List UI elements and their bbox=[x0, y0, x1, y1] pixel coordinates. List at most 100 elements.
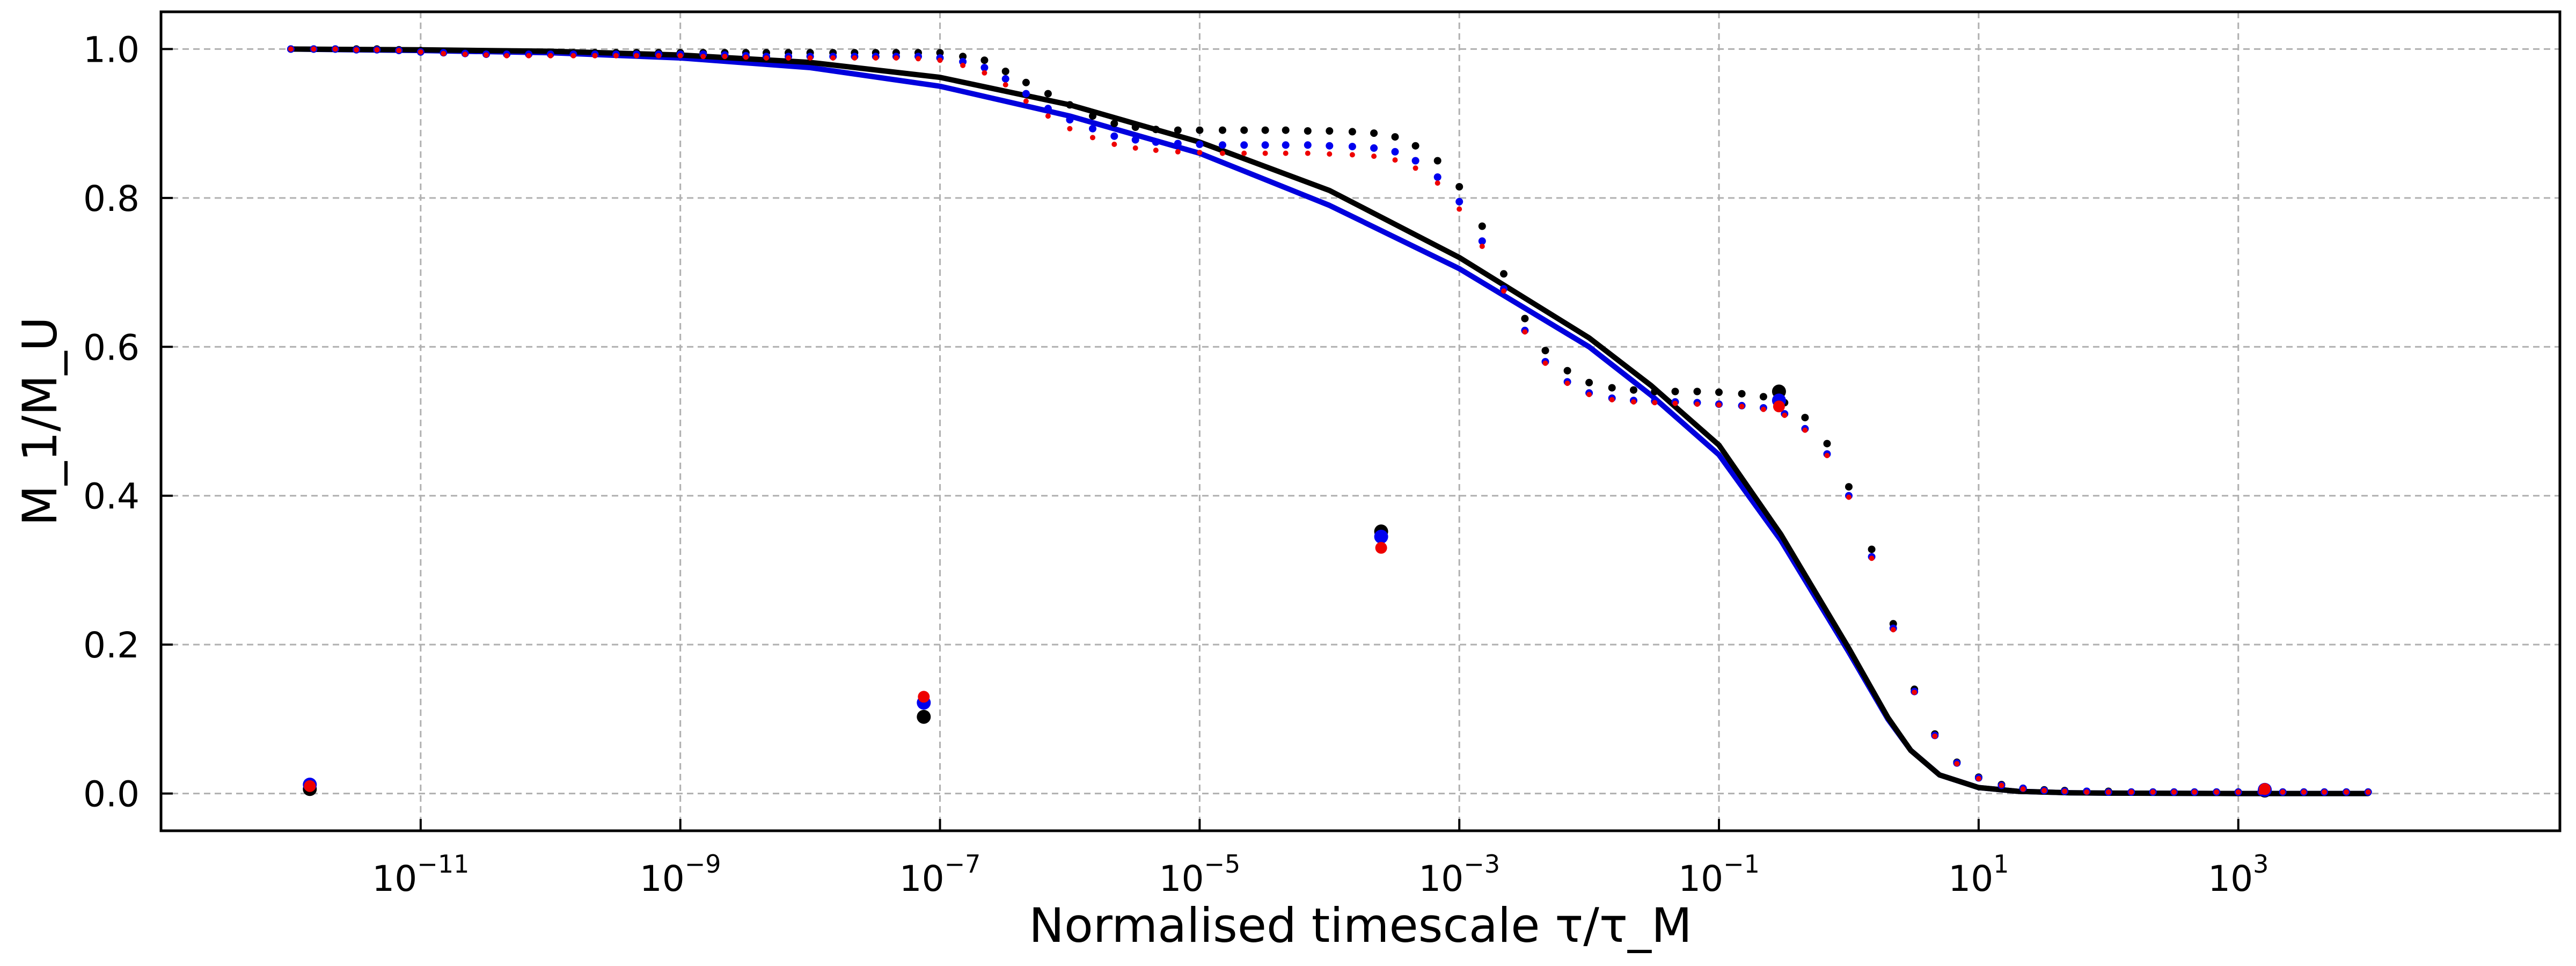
data-point bbox=[1999, 782, 2004, 788]
data-point bbox=[1261, 126, 1269, 134]
data-point bbox=[1541, 347, 1549, 355]
data-point bbox=[1890, 627, 1896, 633]
data-point bbox=[1196, 140, 1204, 148]
x-tick-exponent: −7 bbox=[945, 850, 981, 879]
data-point bbox=[1651, 387, 1659, 396]
data-point bbox=[2105, 789, 2111, 795]
x-tick-mantissa: 10 bbox=[899, 858, 945, 899]
data-point bbox=[2084, 789, 2090, 795]
x-tick-label: 10−1 bbox=[1678, 850, 1760, 899]
data-point bbox=[1433, 173, 1441, 181]
data-point bbox=[656, 53, 662, 58]
data-point bbox=[918, 691, 930, 703]
data-point bbox=[1672, 400, 1678, 406]
data-point bbox=[1392, 157, 1398, 163]
x-tick-mantissa: 10 bbox=[372, 858, 417, 899]
x-tick-mantissa: 10 bbox=[1948, 858, 1993, 899]
data-point bbox=[1716, 402, 1722, 408]
data-point bbox=[441, 50, 447, 56]
data-point bbox=[1022, 78, 1030, 86]
data-point bbox=[1435, 180, 1440, 186]
y-axis-label: M_1/M_U bbox=[12, 317, 68, 526]
x-tick-label: 10−3 bbox=[1418, 850, 1500, 899]
data-point bbox=[1609, 397, 1615, 402]
y-tick-label: 0.0 bbox=[83, 774, 140, 815]
data-point bbox=[1391, 148, 1399, 156]
x-tick-mantissa: 10 bbox=[1418, 858, 1463, 899]
x-tick-exponent: −3 bbox=[1463, 850, 1500, 879]
data-point bbox=[504, 53, 510, 58]
data-point bbox=[807, 55, 813, 61]
data-point bbox=[332, 46, 338, 52]
data-point bbox=[764, 55, 769, 61]
data-point bbox=[1542, 360, 1548, 366]
fit-curve bbox=[288, 46, 2371, 796]
data-point bbox=[1391, 133, 1399, 141]
data-point bbox=[1630, 386, 1637, 394]
data-point bbox=[374, 47, 380, 53]
data-point bbox=[1586, 392, 1592, 398]
data-point bbox=[526, 53, 532, 58]
axis-ticks: 10−11 10−9 10−7 10−5 10−3 10−1 101 1030.00.20.4… bbox=[83, 29, 2268, 899]
data-point bbox=[1153, 148, 1159, 153]
data-point bbox=[418, 49, 423, 55]
data-point bbox=[1738, 390, 1746, 398]
data-point bbox=[1652, 400, 1658, 406]
data-point bbox=[2150, 789, 2156, 795]
data-point bbox=[1500, 270, 1507, 278]
data-point bbox=[1478, 222, 1486, 230]
x-axis-label: Normalised timescale τ/τ_M bbox=[1029, 898, 1692, 953]
data-point bbox=[1219, 126, 1226, 134]
data-point bbox=[1001, 75, 1009, 83]
data-point bbox=[2128, 789, 2134, 795]
data-point bbox=[873, 55, 879, 61]
data-point bbox=[1521, 314, 1529, 323]
data-point bbox=[2041, 788, 2047, 794]
data-point bbox=[1671, 387, 1679, 396]
x-tick-mantissa: 10 bbox=[1159, 858, 1204, 899]
data-point bbox=[1175, 149, 1181, 155]
data-point bbox=[980, 56, 989, 64]
data-point bbox=[613, 53, 619, 58]
data-point bbox=[2214, 789, 2220, 795]
data-point bbox=[893, 55, 899, 61]
data-point bbox=[1132, 145, 1138, 151]
data-point bbox=[1975, 775, 1981, 781]
data-points bbox=[287, 45, 2372, 798]
data-point bbox=[1912, 690, 1918, 695]
data-point bbox=[1197, 150, 1203, 156]
data-point bbox=[462, 52, 468, 57]
data-point bbox=[960, 62, 966, 68]
data-point bbox=[1089, 125, 1096, 133]
data-point bbox=[1044, 90, 1052, 98]
fit-lines bbox=[288, 46, 2371, 796]
x-tick-exponent: 3 bbox=[2253, 850, 2268, 879]
data-point bbox=[1564, 380, 1570, 386]
data-point bbox=[1152, 126, 1160, 134]
data-point bbox=[1370, 129, 1378, 137]
data-point bbox=[1932, 733, 1938, 739]
data-point bbox=[1608, 384, 1616, 392]
data-point bbox=[1824, 452, 1830, 458]
y-tick-label: 0.6 bbox=[83, 327, 140, 368]
x-tick-mantissa: 10 bbox=[640, 858, 685, 899]
data-point bbox=[937, 57, 943, 63]
data-point bbox=[1522, 329, 1528, 335]
data-point bbox=[1240, 141, 1248, 149]
data-point bbox=[1374, 530, 1388, 544]
data-point bbox=[1110, 132, 1118, 140]
data-point bbox=[1371, 153, 1377, 159]
data-point bbox=[1801, 414, 1809, 422]
data-point bbox=[2020, 786, 2026, 792]
data-point bbox=[1044, 105, 1052, 113]
data-point bbox=[1111, 141, 1117, 147]
data-point bbox=[917, 709, 931, 724]
data-point bbox=[1413, 165, 1418, 171]
data-point bbox=[1759, 393, 1767, 401]
data-point bbox=[2171, 789, 2177, 795]
data-point bbox=[1479, 244, 1485, 249]
data-point bbox=[916, 56, 921, 62]
data-point bbox=[1152, 138, 1160, 146]
data-point bbox=[1739, 404, 1745, 409]
